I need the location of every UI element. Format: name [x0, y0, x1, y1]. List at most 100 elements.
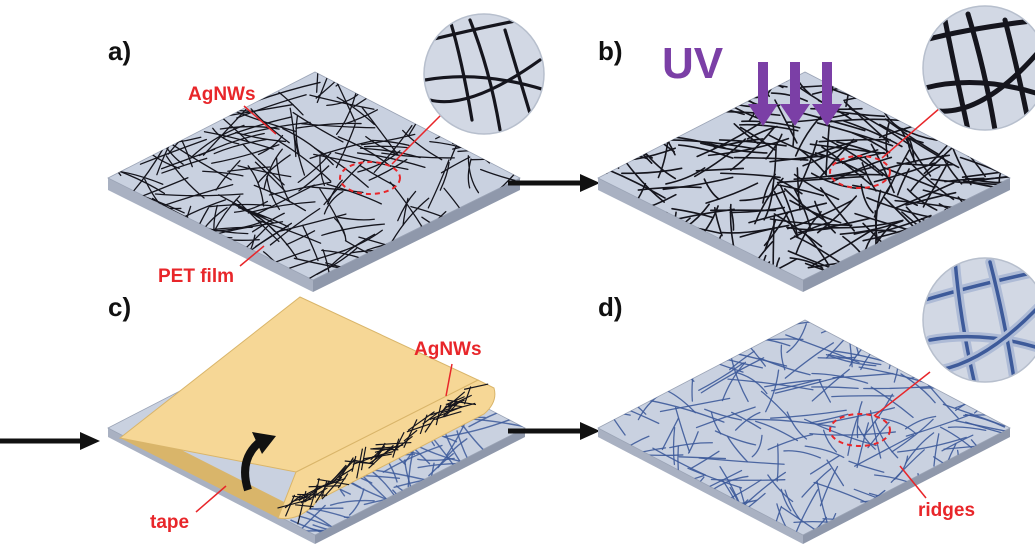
nanowire [662, 176, 734, 191]
nanowire [257, 265, 264, 280]
substrate-side-face [803, 178, 1010, 292]
nanowire [277, 139, 332, 182]
nanowire [481, 463, 500, 495]
nanowire [446, 396, 465, 405]
nanowire [598, 345, 622, 373]
nanowire [319, 188, 346, 237]
nanowire [776, 503, 797, 535]
zoom-border [922, 257, 1035, 383]
nanowire [836, 141, 871, 153]
nanowire [297, 152, 332, 184]
nanowire [906, 188, 938, 211]
nanowire [879, 515, 903, 535]
zoom-wire [468, 18, 502, 132]
nanowire [702, 320, 750, 357]
nanowire [295, 122, 362, 129]
nanowire [336, 96, 375, 125]
nanowire [257, 134, 284, 156]
nanowire [695, 406, 756, 429]
nanowire [254, 161, 286, 192]
nanowire [598, 481, 632, 498]
nanowire [933, 433, 940, 467]
nanowire [373, 125, 413, 174]
nanowire [108, 131, 162, 137]
nanowire [857, 515, 884, 534]
nanowire [480, 168, 520, 184]
nanowire [407, 411, 435, 431]
nanowire [648, 487, 678, 514]
nanowire [870, 143, 895, 194]
nanowire [255, 222, 293, 248]
nanowire [222, 116, 293, 139]
nanowire [811, 372, 869, 384]
transferred-nanowires [277, 383, 489, 525]
nanowire [769, 218, 853, 226]
zoom-wire [424, 75, 544, 92]
nanowire [344, 109, 378, 125]
nanowire [467, 143, 518, 151]
nanowire [789, 222, 829, 240]
nanowire [819, 465, 839, 507]
nanowire [348, 488, 365, 516]
nanowire [323, 190, 344, 215]
panel-c: c) AgNWs tape [107, 292, 526, 544]
nanowire [235, 72, 265, 86]
nanowire [816, 195, 858, 234]
nanowire [905, 191, 957, 206]
nanowire [894, 320, 917, 343]
nanowire [721, 361, 747, 402]
nanowire [674, 406, 691, 453]
nanowire [716, 89, 759, 99]
nanowire [250, 108, 290, 144]
nanowire [440, 156, 471, 174]
nanowire [956, 469, 992, 481]
nanowire [292, 129, 306, 176]
nanowire [598, 507, 648, 521]
nanowire [698, 362, 744, 391]
agnws-leader-line [243, 105, 277, 135]
nanowire [331, 458, 356, 484]
nanowire [783, 450, 821, 459]
nanowire [988, 446, 1007, 499]
nanowire [224, 103, 294, 117]
nanowire [628, 109, 641, 139]
nanowire [751, 434, 763, 458]
nanowire [382, 79, 424, 89]
zoom-wire [953, 258, 977, 382]
nanowire [598, 246, 623, 275]
nanowire [670, 244, 678, 277]
nanowire [337, 216, 375, 221]
nanowire [827, 173, 886, 178]
nanowire [809, 413, 849, 424]
process-arrow-ab [508, 174, 600, 192]
nanowire [625, 72, 632, 93]
nanowire [435, 404, 442, 426]
nanowire [475, 265, 520, 280]
nanowire [608, 102, 650, 141]
nanowire [203, 131, 274, 150]
nanowire [144, 233, 166, 254]
nanowire [600, 206, 638, 243]
nanowire [598, 510, 639, 517]
nanowire [213, 138, 267, 155]
substrate-side-face [803, 428, 1010, 544]
nanowire [290, 519, 342, 535]
nanowire [693, 138, 747, 178]
nanowire [202, 108, 247, 156]
nanowire [944, 220, 971, 255]
nanowire [467, 158, 472, 189]
nanowire [763, 211, 790, 247]
nanowire [329, 499, 375, 506]
uv-arrows [748, 62, 842, 126]
nanowire [439, 161, 450, 191]
nanowire [353, 72, 409, 108]
nanowire [173, 96, 185, 124]
nanowire [406, 423, 432, 433]
nanowire [881, 417, 917, 435]
nanowire [479, 484, 525, 494]
nanowire [389, 181, 425, 230]
zoom-inset-b [922, 5, 1035, 131]
nanowire [792, 489, 819, 535]
nanowire [391, 197, 430, 243]
